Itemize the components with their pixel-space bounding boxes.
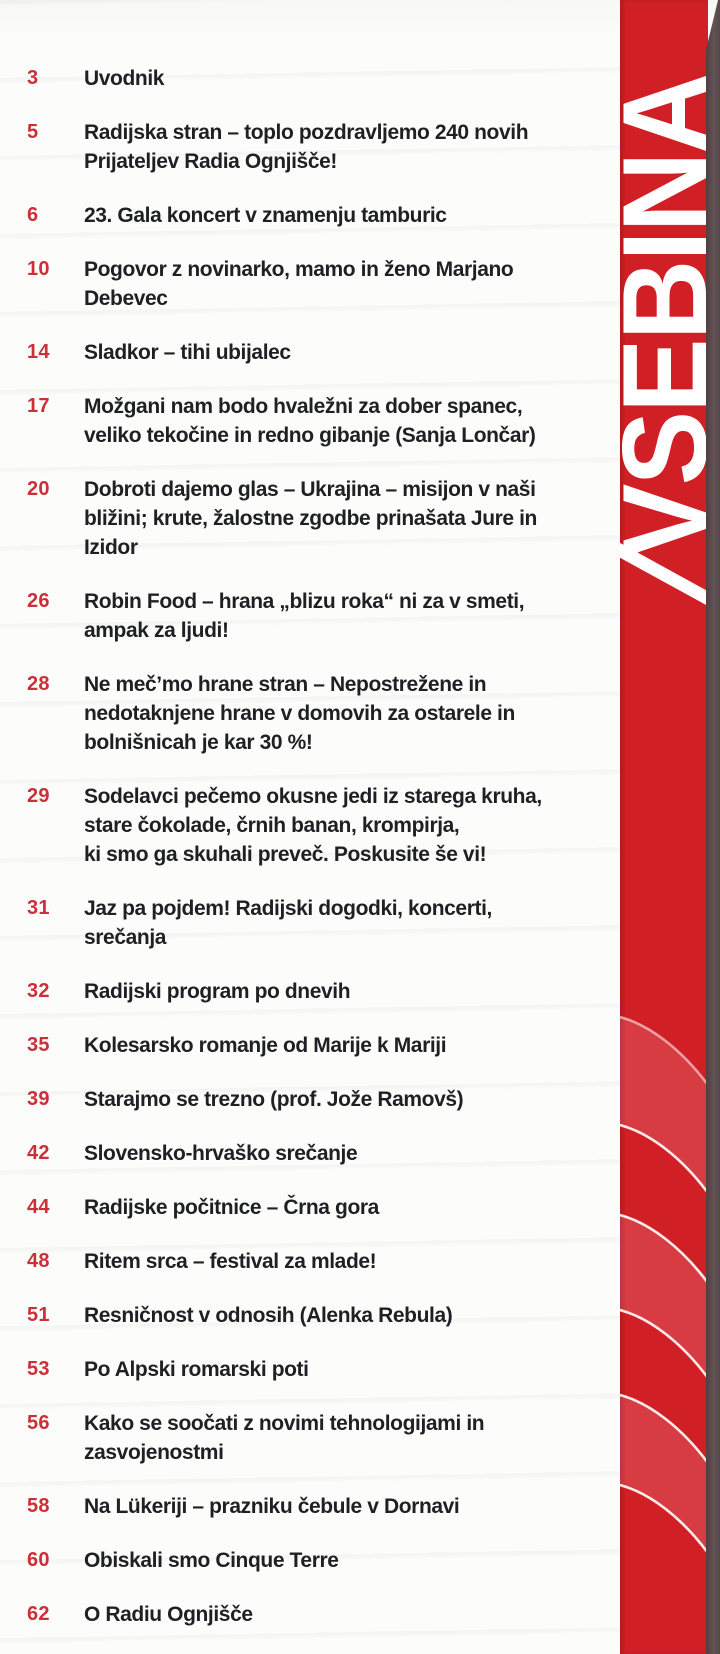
toc-row: 31 Jaz pa pojdem! Radijski dogodki, konc… (27, 894, 620, 952)
toc-row: 26 Robin Food – hrana „blizu roka“ ni za… (27, 587, 620, 645)
toc-entry-title: Sodelavci pečemo okusne jedi iz starega … (84, 785, 542, 866)
toc-entry-title: Ritem srca – festival za mlade! (84, 1250, 377, 1273)
toc-entry-title: Ne meč’mo hrane stran – Nepostrežene in … (84, 673, 515, 754)
toc-row: 32 Radijski program po dnevih (27, 977, 620, 1006)
toc-page-number: 14 (27, 341, 50, 363)
toc-entry-title: Jaz pa pojdem! Radijski dogodki, koncert… (84, 897, 492, 949)
toc-page-number: 10 (27, 258, 50, 280)
page-edge-shadow (706, 0, 720, 1654)
toc-row: 17 Možgani nam bodo hvaležni za dober sp… (27, 392, 620, 450)
toc-page-number: 62 (27, 1603, 50, 1625)
toc-row: 3 Uvodnik (27, 64, 620, 93)
toc-entry-title: Možgani nam bodo hvaležni za dober spane… (84, 395, 536, 447)
toc-row: 44 Radijske počitnice – Črna gora (27, 1193, 620, 1222)
toc-entry-title: Obiskali smo Cinque Terre (84, 1549, 339, 1572)
toc-entry-title: Po Alpski romarski poti (84, 1358, 309, 1381)
toc-row: 60 Obiskali smo Cinque Terre (27, 1546, 620, 1575)
toc-entry-title: Radijska stran – toplo pozdravljemo 240 … (84, 121, 529, 173)
toc-page-number: 6 (27, 204, 39, 226)
toc-entry-title: Pogovor z novinarko, mamo in ženo Marjan… (84, 258, 514, 310)
toc-entry-title: Slovensko-hrvaško srečanje (84, 1142, 358, 1165)
toc-page-number: 39 (27, 1088, 50, 1110)
toc-page-number: 51 (27, 1304, 50, 1326)
toc-page-number: 60 (27, 1549, 50, 1571)
toc-page-number: 5 (27, 121, 39, 143)
toc-page-number: 42 (27, 1142, 50, 1164)
toc-entry-title: Starajmo se trezno (prof. Jože Ramovš) (84, 1088, 464, 1111)
toc-row: 6 23. Gala koncert v znamenju tamburic (27, 201, 620, 230)
toc-row: 53 Po Alpski romarski poti (27, 1355, 620, 1384)
toc-row: 58 Na Lükeriji – prazniku čebule v Dorna… (27, 1492, 620, 1521)
toc-row: 28 Ne meč’mo hrane stran – Nepostrežene … (27, 670, 620, 757)
toc-row: 10 Pogovor z novinarko, mamo in ženo Mar… (27, 255, 620, 313)
toc-entry-title: Kako se soočati z novimi tehnologijami i… (84, 1412, 485, 1464)
toc-entry-title: Robin Food – hrana „blizu roka“ ni za v … (84, 590, 525, 642)
toc-page-number: 28 (27, 673, 50, 695)
toc-entry-title: O Radiu Ognjišče (84, 1603, 253, 1626)
toc-page-number: 44 (27, 1196, 50, 1218)
toc-row: 56 Kako se soočati z novimi tehnologijam… (27, 1409, 620, 1467)
toc-row: 35 Kolesarsko romanje od Marije k Mariji (27, 1031, 620, 1060)
toc-entry-title: 23. Gala koncert v znamenju tamburic (84, 204, 447, 227)
toc-entry-title: Radijski program po dnevih (84, 980, 351, 1003)
toc-row: 48 Ritem srca – festival za mlade! (27, 1247, 620, 1276)
toc-row: 42 Slovensko-hrvaško srečanje (27, 1139, 620, 1168)
toc-page-number: 17 (27, 395, 50, 417)
toc-entry-title: Na Lükeriji – prazniku čebule v Dornavi (84, 1495, 460, 1518)
toc-page-number: 53 (27, 1358, 50, 1380)
vsebina-band: VSEBINA (620, 0, 708, 1654)
toc-page-number: 26 (27, 590, 50, 612)
toc-row: 5 Radijska stran – toplo pozdravljemo 24… (27, 118, 620, 176)
toc-page-number: 31 (27, 897, 50, 919)
toc-entry-title: Kolesarsko romanje od Marije k Mariji (84, 1034, 447, 1057)
toc-page-number: 48 (27, 1250, 50, 1272)
toc-page-number: 29 (27, 785, 50, 807)
toc-entry-title: Uvodnik (84, 67, 165, 90)
band-slash-decoration (620, 542, 708, 607)
toc-row: 14 Sladkor – tihi ubijalec (27, 338, 620, 367)
toc-page-number: 35 (27, 1034, 50, 1056)
toc-entry-title: Sladkor – tihi ubijalec (84, 341, 291, 364)
toc-page-number: 56 (27, 1412, 50, 1434)
toc-page-number: 20 (27, 478, 50, 500)
wave-pattern-decoration (620, 542, 708, 1554)
toc-row: 29 Sodelavci pečemo okusne jedi iz stare… (27, 782, 620, 869)
toc-page-number: 58 (27, 1495, 50, 1517)
toc-row: 62 O Radiu Ognjišče (27, 1600, 620, 1629)
toc-page-number: 32 (27, 980, 50, 1002)
toc-page-number: 3 (27, 67, 39, 89)
toc-row: 51 Resničnost v odnosih (Alenka Rebula) (27, 1301, 620, 1330)
toc-entry-title: Radijske počitnice – Črna gora (84, 1196, 379, 1219)
toc-row: 20 Dobroti dajemo glas – Ukrajina – misi… (27, 475, 620, 562)
toc-list: 3 Uvodnik 5 Radijska stran – toplo pozdr… (27, 64, 620, 1629)
toc-entry-title: Dobroti dajemo glas – Ukrajina – misijon… (84, 478, 537, 559)
toc-entry-title: Resničnost v odnosih (Alenka Rebula) (84, 1304, 453, 1327)
toc-row: 39 Starajmo se trezno (prof. Jože Ramovš… (27, 1085, 620, 1114)
